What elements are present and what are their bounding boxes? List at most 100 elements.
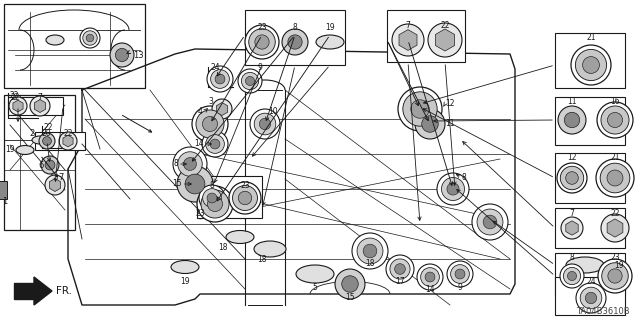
Text: 4: 4	[197, 107, 202, 115]
Circle shape	[403, 92, 437, 126]
Text: 3: 3	[208, 97, 213, 106]
Circle shape	[483, 215, 497, 229]
Polygon shape	[566, 221, 578, 235]
Text: 23: 23	[240, 181, 250, 189]
Circle shape	[561, 217, 583, 239]
Circle shape	[83, 31, 97, 45]
Text: 19: 19	[325, 24, 335, 33]
Circle shape	[39, 133, 55, 149]
Text: 19: 19	[180, 277, 190, 286]
Circle shape	[173, 147, 207, 181]
Circle shape	[196, 110, 224, 138]
Text: 7: 7	[38, 93, 42, 102]
Polygon shape	[435, 29, 454, 51]
Text: 14: 14	[425, 285, 435, 293]
Bar	[4, 95, 75, 230]
Circle shape	[241, 72, 259, 90]
Circle shape	[45, 160, 55, 170]
Text: 11: 11	[445, 120, 454, 129]
Polygon shape	[13, 100, 23, 112]
Bar	[555, 277, 625, 315]
Circle shape	[451, 265, 469, 283]
Text: 5: 5	[312, 283, 317, 292]
Circle shape	[560, 166, 584, 190]
Circle shape	[566, 172, 579, 184]
Ellipse shape	[46, 35, 64, 45]
Circle shape	[245, 25, 279, 59]
Text: 21: 21	[611, 153, 620, 162]
Circle shape	[600, 163, 630, 193]
Ellipse shape	[16, 145, 34, 154]
Circle shape	[586, 292, 596, 304]
Text: 18: 18	[218, 242, 228, 251]
Circle shape	[420, 268, 440, 286]
Text: 19: 19	[5, 145, 15, 154]
Ellipse shape	[254, 241, 286, 257]
Circle shape	[115, 48, 129, 62]
Circle shape	[238, 69, 262, 93]
Bar	[35, 132, 85, 150]
Circle shape	[259, 118, 271, 130]
Circle shape	[472, 204, 508, 240]
Circle shape	[210, 139, 220, 149]
Ellipse shape	[171, 261, 199, 273]
Ellipse shape	[32, 136, 48, 144]
Bar	[555, 33, 625, 88]
Text: 9: 9	[458, 283, 463, 292]
Polygon shape	[607, 219, 623, 237]
Circle shape	[110, 43, 134, 67]
Ellipse shape	[296, 265, 334, 283]
Text: 13: 13	[133, 50, 143, 60]
Polygon shape	[63, 135, 73, 147]
Circle shape	[211, 70, 229, 88]
Circle shape	[207, 197, 223, 211]
Circle shape	[41, 156, 59, 174]
Text: 8: 8	[570, 254, 574, 263]
Circle shape	[255, 35, 269, 49]
Text: 9: 9	[258, 63, 263, 71]
Circle shape	[390, 259, 410, 279]
Circle shape	[608, 269, 622, 283]
Text: 23: 23	[195, 210, 205, 219]
Text: 11: 11	[567, 98, 577, 107]
Text: 23: 23	[257, 24, 267, 33]
Circle shape	[447, 183, 459, 195]
Text: 7: 7	[570, 209, 575, 218]
Bar	[387, 10, 465, 62]
Circle shape	[202, 116, 218, 131]
Circle shape	[177, 166, 213, 202]
Circle shape	[447, 261, 473, 287]
Circle shape	[425, 272, 435, 282]
Circle shape	[596, 159, 634, 197]
Circle shape	[428, 23, 462, 57]
Circle shape	[192, 106, 228, 142]
Circle shape	[601, 106, 629, 134]
Text: 12: 12	[567, 153, 577, 162]
Circle shape	[602, 263, 628, 289]
Circle shape	[201, 190, 229, 218]
Text: 14: 14	[195, 139, 204, 149]
Text: 2: 2	[29, 129, 35, 137]
Text: 12: 12	[445, 100, 454, 108]
Bar	[555, 97, 625, 145]
Circle shape	[86, 34, 94, 42]
Text: 24: 24	[586, 278, 596, 286]
Polygon shape	[399, 30, 417, 50]
Text: 18: 18	[257, 255, 267, 263]
Circle shape	[422, 116, 438, 132]
Bar	[4, 4, 145, 88]
Circle shape	[30, 96, 50, 116]
Circle shape	[80, 28, 100, 48]
Text: 19: 19	[614, 261, 623, 270]
Text: 22: 22	[10, 92, 19, 100]
Circle shape	[184, 158, 196, 170]
Bar	[555, 153, 625, 203]
Circle shape	[185, 174, 205, 194]
Circle shape	[582, 56, 600, 73]
Polygon shape	[49, 179, 61, 191]
Circle shape	[246, 77, 255, 85]
Circle shape	[575, 49, 607, 81]
Circle shape	[455, 269, 465, 279]
Bar	[197, 176, 262, 218]
Ellipse shape	[226, 231, 254, 243]
